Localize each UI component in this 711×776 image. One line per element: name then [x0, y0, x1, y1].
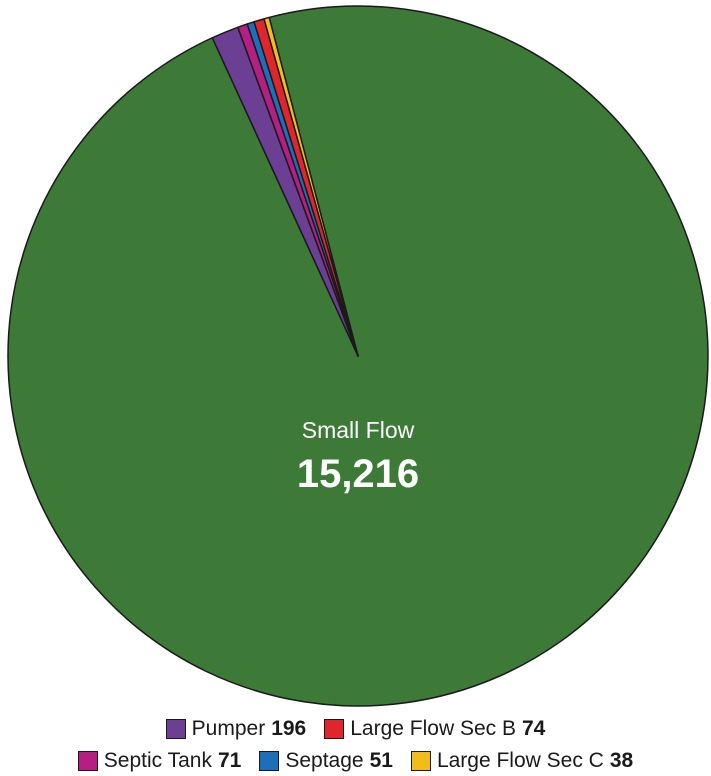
legend-value-septic-tank: 71 — [217, 749, 242, 772]
legend-row-1: Pumper 196 Large Flow Sec B 74 — [0, 716, 711, 742]
legend-swatch-large-flow-sec-b — [324, 719, 345, 739]
legend-item-septage: Septage 51 — [259, 748, 393, 774]
legend-item-pumper: Pumper 196 — [165, 716, 307, 742]
legend-item-septic-tank: Septic Tank 71 — [77, 748, 242, 774]
pie-slices — [7, 5, 709, 707]
legend-item-large-flow-sec-c: Large Flow Sec C 38 — [410, 748, 634, 774]
legend-label-large-flow-sec-c: Large Flow Sec C — [436, 749, 604, 772]
center-label-name: Small Flow — [302, 417, 415, 443]
legend-value-pumper: 196 — [271, 717, 307, 740]
legend-swatch-large-flow-sec-c — [410, 751, 431, 771]
pie-chart: Small Flow 15,216 — [7, 5, 709, 707]
legend-swatch-septage — [259, 751, 280, 771]
legend-label-septic-tank: Septic Tank — [103, 749, 212, 772]
legend-value-septage: 51 — [369, 749, 393, 772]
legend-swatch-septic-tank — [77, 751, 98, 771]
legend-swatch-pumper — [165, 719, 186, 739]
legend-value-large-flow-sec-b: 74 — [521, 717, 546, 740]
legend-item-large-flow-sec-b: Large Flow Sec B 74 — [324, 716, 545, 742]
legend-label-large-flow-sec-b: Large Flow Sec B — [350, 717, 516, 740]
pie-slice-large-flow-sec-c — [263, 16, 359, 357]
legend-value-large-flow-sec-c: 38 — [609, 749, 634, 772]
legend-label-pumper: Pumper — [191, 717, 266, 740]
legend-label-septage: Septage — [285, 749, 364, 772]
center-label-value: 15,216 — [297, 452, 419, 496]
legend-row-2: Septic Tank 71 Septage 51 Large Flow Sec… — [0, 748, 711, 774]
